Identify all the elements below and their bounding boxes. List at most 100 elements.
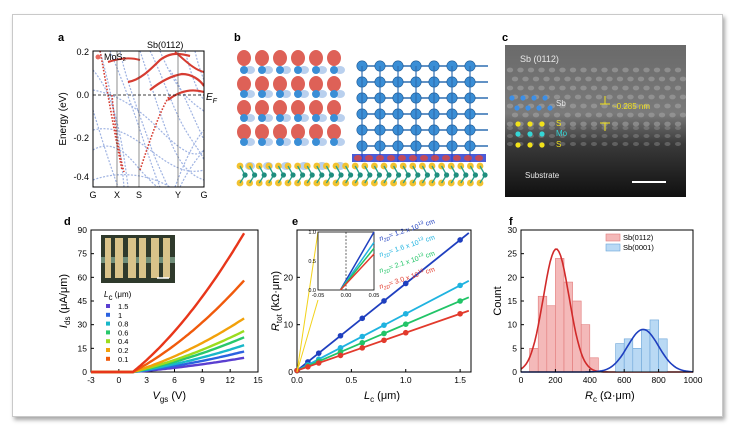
c-lattice-spot — [506, 67, 514, 73]
b-sb-atom — [258, 66, 266, 74]
d-xtick-label: 6 — [172, 375, 177, 385]
c-lattice-spot — [622, 126, 629, 130]
c-atom-markers — [509, 95, 553, 148]
c-lattice-spot — [559, 67, 566, 73]
c-lattice-spot — [564, 112, 571, 118]
b-orbital-red — [327, 100, 341, 116]
c-lattice-spot — [611, 121, 619, 127]
f-hist-bar — [632, 348, 642, 373]
a-xtick-3: Y — [175, 190, 181, 200]
b-sb-atom — [240, 66, 248, 74]
a-ytick-1: 0.0 — [76, 90, 89, 100]
c-lattice-spot — [574, 94, 582, 100]
c-lattice-spot — [664, 134, 671, 138]
c-lattice-spot — [643, 134, 650, 138]
f-ytick-label: 0 — [512, 367, 517, 377]
b-mo-atom — [453, 172, 459, 178]
c-lattice-spot — [675, 134, 681, 138]
d-ytick-label: 30 — [78, 320, 88, 330]
b-orbital-blue — [317, 138, 327, 146]
e-data-point — [457, 282, 463, 289]
c-lattice-spot — [675, 142, 681, 146]
b-mo-atom — [271, 172, 277, 178]
b-sb-atom — [294, 114, 302, 122]
b-orbital-red — [237, 100, 251, 116]
d-inset-electrode — [139, 238, 146, 278]
b-mo-atom — [290, 172, 296, 178]
c-lattice-spot — [574, 112, 582, 118]
e-data-point — [402, 280, 409, 287]
c-lattice-spot — [559, 134, 566, 138]
c-lattice-spot — [633, 142, 639, 146]
c-lattice-spot — [590, 67, 598, 73]
c-lattice-spot — [543, 76, 550, 82]
c-lattice-spot — [580, 126, 587, 130]
e-xtick-label: 0.0 — [291, 375, 303, 385]
c-mo-dot — [539, 131, 545, 137]
e-data-point — [337, 352, 344, 359]
b-orbital-blue — [245, 114, 255, 122]
b-mo-atom — [482, 172, 488, 178]
c-lattice-spot — [595, 94, 603, 100]
d-series-line — [91, 232, 246, 374]
c-lattice-spot — [553, 112, 561, 118]
panel-label-a: a — [58, 32, 65, 44]
d-legend-title: Lc (μm) — [104, 290, 132, 302]
c-lattice-spot — [569, 121, 577, 127]
b-orbital-blue — [263, 114, 273, 122]
e-inset-ytick: 0.0 — [308, 288, 316, 294]
b-mo-atom — [444, 172, 450, 178]
c-lattice-spot — [517, 85, 524, 91]
b-orbital-blue — [335, 114, 345, 122]
b-orbital-blue — [245, 66, 255, 74]
b-mo-atom — [376, 172, 382, 178]
c-lattice-spot — [674, 103, 682, 109]
c-s-dot — [539, 121, 545, 127]
c-lattice-spot — [595, 76, 603, 82]
d-xlabel: Vgs (V) — [153, 390, 187, 404]
b-orbital-red — [376, 155, 384, 161]
f-ytick-label: 15 — [508, 296, 518, 306]
c-lattice-spot — [538, 126, 545, 130]
d-inset-electrode — [105, 238, 111, 278]
e-data-point — [315, 360, 322, 366]
e-ytick-label: 10 — [284, 320, 294, 330]
b-orbital-blue — [245, 90, 255, 98]
c-lattice-spot — [507, 134, 513, 138]
c-lattice-spot — [669, 94, 676, 100]
b-sb-atom — [330, 114, 338, 122]
c-lattice-spot — [511, 76, 519, 82]
c-sb-dot — [531, 95, 537, 101]
f-ytick-label: 10 — [508, 320, 518, 330]
c-lattice-spot — [654, 142, 660, 146]
e-ytick-label: 20 — [284, 272, 294, 282]
e-data-point — [359, 315, 366, 322]
b-orbital-red — [327, 76, 341, 92]
e-xtick-label: 1.5 — [454, 375, 466, 385]
c-lattice-spot — [664, 121, 671, 127]
b-sb-atom — [312, 90, 320, 98]
c-lattice-spot — [622, 67, 629, 73]
b-orbital-blue — [299, 114, 309, 122]
c-lattice-spot — [616, 94, 624, 100]
c-lattice-spot — [569, 103, 577, 109]
a-xtick-0: G — [89, 190, 96, 200]
b-sb-atom — [312, 138, 320, 146]
f-ytick-label: 30 — [508, 225, 518, 235]
c-label-s2: S — [556, 140, 561, 149]
e-inset-xtick: -0.05 — [312, 293, 325, 299]
c-sb-dot — [509, 95, 515, 101]
c-lattice-spot — [622, 134, 629, 138]
c-lattice-spot — [591, 142, 597, 146]
c-lattice-spot — [679, 76, 687, 82]
c-label-sb: Sb — [556, 99, 566, 108]
b-orbital-blue — [335, 90, 345, 98]
c-lattice-spot — [528, 126, 534, 130]
a-ytick-2: -0.2 — [73, 133, 89, 143]
c-lattice-spot — [664, 142, 671, 146]
b-orbital-blue — [317, 90, 327, 98]
e-data-point — [381, 322, 387, 328]
b-mo-atom — [357, 172, 363, 178]
c-title: Sb (0112) — [520, 54, 559, 64]
e-data-point — [315, 350, 322, 356]
